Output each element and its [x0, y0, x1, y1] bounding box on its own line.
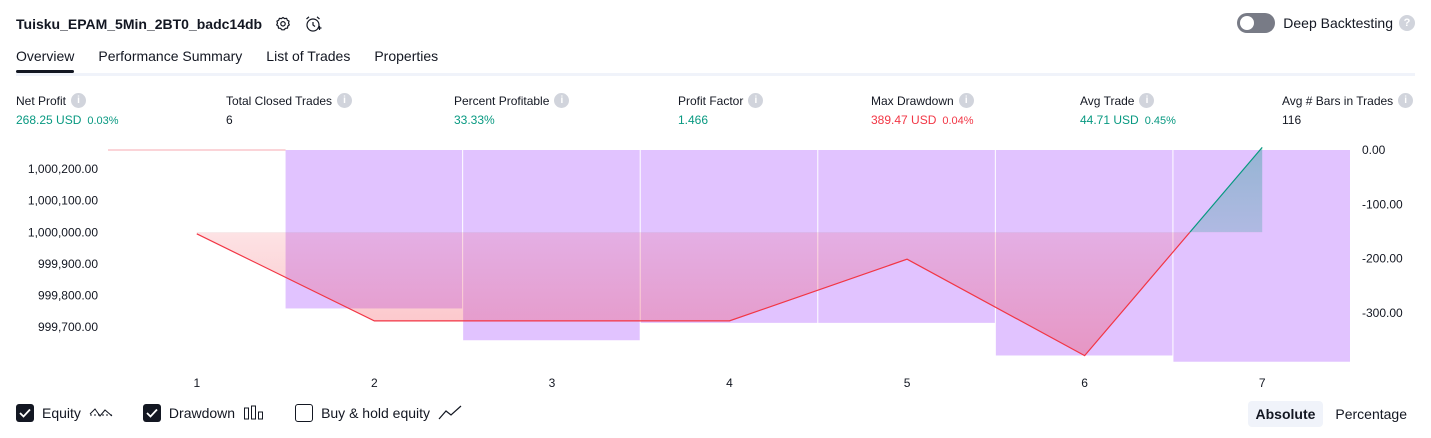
right-tick-label: -200.00: [1362, 252, 1403, 266]
metric-label: Avg # Bars in Trades: [1282, 93, 1394, 108]
tab-overview[interactable]: Overview: [16, 48, 75, 73]
gear-icon[interactable]: [274, 15, 292, 33]
right-tick-label: 0.00: [1362, 143, 1386, 157]
metric-percent-profitable: Percent Profitable i 33.33%: [454, 93, 570, 127]
strategy-header: Tuisku_EPAM_5Min_2BT0_badc14db: [16, 12, 322, 36]
x-tick-label: 6: [1081, 376, 1088, 390]
left-tick-label: 1,000,200.00: [28, 162, 98, 176]
left-tick-label: 999,900.00: [38, 257, 98, 271]
metric-value: 44.71 USD: [1080, 113, 1139, 127]
metric-profit-factor: Profit Factor i 1.466: [678, 93, 764, 127]
deep-backtesting-toggle[interactable]: [1237, 13, 1276, 33]
equity-line: [196, 147, 1263, 357]
metric-avg-trade: Avg Trade i 44.71 USD 0.45%: [1080, 93, 1176, 127]
right-tick-label: -300.00: [1362, 306, 1403, 320]
metric-value: 6: [226, 113, 233, 127]
value-mode-switch: Absolute Percentage: [1244, 401, 1416, 427]
info-icon[interactable]: i: [71, 93, 87, 108]
trend-line-icon: [438, 405, 462, 421]
percentage-button[interactable]: Percentage: [1335, 406, 1407, 422]
legend-equity[interactable]: Equity: [16, 404, 113, 422]
legend-drawdown[interactable]: Drawdown: [142, 404, 265, 422]
metric-max-drawdown: Max Drawdown i 389.47 USD 0.04%: [871, 93, 974, 127]
tab-bar: Overview Performance Summary List of Tra…: [16, 48, 462, 73]
metric-percent: 0.03%: [87, 115, 119, 127]
info-icon[interactable]: i: [958, 93, 974, 108]
metric-value: 268.25 USD: [16, 113, 82, 127]
info-icon[interactable]: i: [1139, 93, 1155, 108]
equity-fill: [196, 147, 1263, 356]
legend-label: Drawdown: [168, 405, 236, 421]
drawdown-checkbox[interactable]: [142, 404, 161, 422]
strategy-name: Tuisku_EPAM_5Min_2BT0_badc14db: [16, 16, 263, 32]
metric-label: Net Profit: [16, 93, 67, 108]
legend-label: Buy & hold equity: [321, 405, 431, 421]
info-icon[interactable]: i: [1398, 93, 1414, 108]
x-tick-label: 5: [904, 376, 911, 390]
metric-label: Max Drawdown: [871, 93, 954, 108]
tab-divider: [16, 73, 1415, 76]
absolute-button[interactable]: Absolute: [1247, 401, 1324, 427]
x-tick-label: 2: [371, 376, 378, 390]
deep-backtesting-label: Deep Backtesting: [1283, 15, 1393, 31]
left-axis: 999,700.00 999,800.00 999,900.00 1,000,000.…: [28, 162, 98, 334]
metric-percent: 0.45%: [1144, 115, 1176, 127]
buy-hold-checkbox[interactable]: [295, 404, 314, 422]
x-axis: 1 2 3 4 5 6 7: [193, 376, 1265, 390]
metric-value: 116: [1282, 113, 1302, 127]
x-tick-label: 4: [726, 376, 733, 390]
metric-label: Total Closed Trades: [226, 93, 333, 108]
equity-drawdown-chart[interactable]: 999,700.00 999,800.00 999,900.00 1,000,000.…: [0, 140, 1431, 396]
equity-checkbox[interactable]: [16, 404, 34, 422]
metric-total-closed-trades: Total Closed Trades i 6: [226, 93, 353, 127]
x-tick-label: 3: [549, 376, 556, 390]
profit-area: [1189, 147, 1263, 233]
legend-buy-hold[interactable]: Buy & hold equity: [295, 404, 462, 422]
metric-percent: 0.04%: [942, 115, 974, 127]
bar-chart-icon: [243, 405, 265, 421]
chart-legend: Equity Drawdown Buy & hold equity: [16, 404, 492, 422]
right-axis: 0.00 -100.00 -200.00 -300.00: [1362, 143, 1403, 320]
metric-avg-bars: Avg # Bars in Trades i 116: [1282, 93, 1414, 127]
info-icon[interactable]: i: [748, 93, 764, 108]
metric-label: Avg Trade: [1080, 93, 1135, 108]
equity-line-icon: [89, 405, 113, 421]
metric-label: Profit Factor: [678, 93, 744, 108]
alarm-clock-plus-icon[interactable]: [304, 15, 322, 33]
info-icon[interactable]: i: [337, 93, 353, 108]
metric-value: 33.33%: [454, 113, 495, 127]
question-icon[interactable]: ?: [1399, 15, 1415, 31]
left-tick-label: 1,000,000.00: [28, 225, 98, 239]
metric-net-profit: Net Profit i 268.25 USD 0.03%: [16, 93, 119, 127]
toggle-knob: [1240, 16, 1255, 30]
x-tick-label: 1: [193, 376, 200, 390]
tab-properties[interactable]: Properties: [374, 48, 439, 64]
right-tick-label: -100.00: [1362, 197, 1403, 211]
loss-area: [196, 232, 1263, 356]
metric-label: Percent Profitable: [454, 93, 550, 108]
deep-backtesting: Deep Backtesting ?: [1237, 13, 1415, 33]
tab-list-of-trades[interactable]: List of Trades: [266, 48, 351, 64]
x-tick-label: 7: [1259, 376, 1266, 390]
equity-line-loss: [196, 232, 1191, 357]
metric-value: 389.47 USD: [871, 113, 937, 127]
legend-label: Equity: [42, 405, 81, 421]
left-tick-label: 1,000,100.00: [28, 194, 98, 208]
tab-performance-summary[interactable]: Performance Summary: [98, 48, 243, 64]
info-icon[interactable]: i: [554, 93, 570, 108]
left-tick-label: 999,700.00: [38, 320, 98, 334]
left-tick-label: 999,800.00: [38, 289, 98, 303]
metric-value: 1.466: [678, 113, 709, 127]
